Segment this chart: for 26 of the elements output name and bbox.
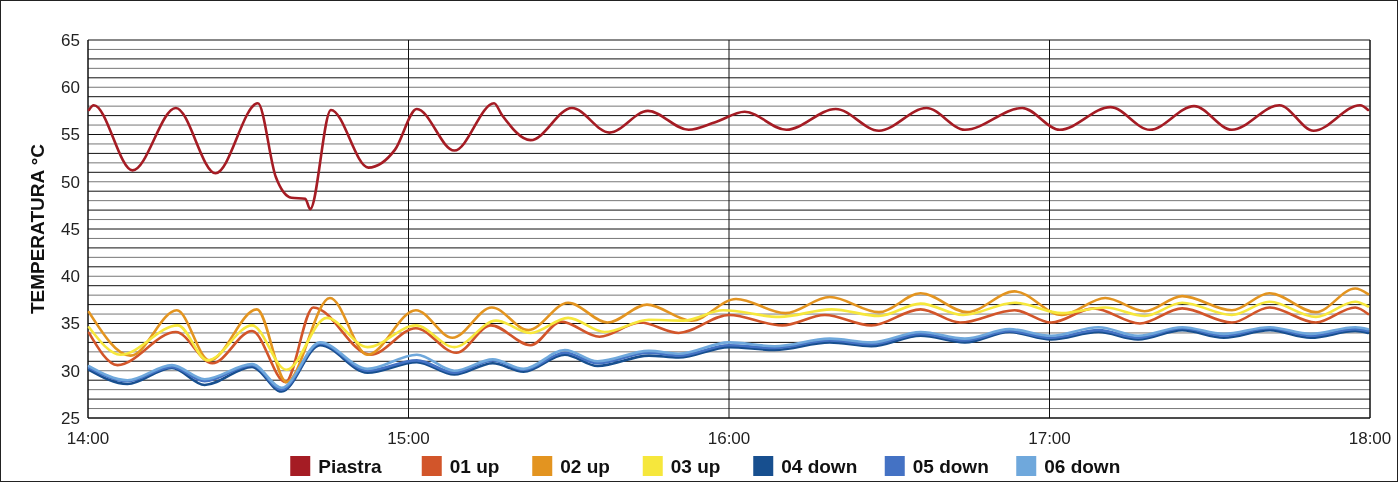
x-tick-label: 17:00 <box>1028 429 1071 448</box>
line-series <box>87 300 1370 372</box>
legend-label: 03 up <box>670 455 721 477</box>
y-tick-label: 25 <box>61 408 80 428</box>
y-axis-title: TEMPERATURA °C <box>27 143 48 315</box>
line-series <box>87 306 1370 384</box>
y-tick-label: 40 <box>61 267 80 287</box>
legend-label: Piastra <box>318 455 383 477</box>
x-tick-label: 16:00 <box>707 429 751 448</box>
y-tick-label: 55 <box>61 125 80 145</box>
legend-label: 05 down <box>912 455 989 477</box>
y-tick-label: 65 <box>61 30 80 50</box>
y-tick-label: 45 <box>61 219 80 239</box>
y-tick-label: 50 <box>61 172 80 192</box>
line-series <box>87 102 1370 211</box>
y-tick-label: 60 <box>61 78 80 98</box>
line-series <box>87 287 1370 384</box>
y-tick-label: 35 <box>61 314 80 334</box>
legend-label: 04 down <box>781 455 858 477</box>
legend-label: 06 down <box>1044 455 1121 477</box>
legend-label: 02 up <box>560 455 610 477</box>
y-tick-label: 30 <box>61 361 80 381</box>
x-tick-label: 14:00 <box>66 429 110 448</box>
x-tick-label: 15:00 <box>387 429 430 448</box>
legend-label: 01 up <box>449 455 500 477</box>
x-tick-label: 18:00 <box>1348 429 1392 448</box>
